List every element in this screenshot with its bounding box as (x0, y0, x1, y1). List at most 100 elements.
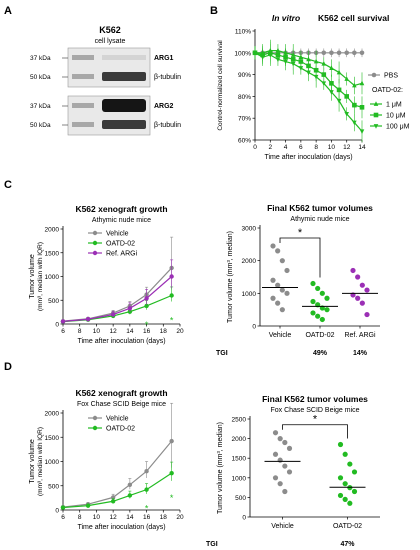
data-point (319, 290, 325, 296)
kda-label-3: 37 kDa (30, 103, 51, 110)
chart-title: Final K562 tumor volumes (262, 394, 368, 404)
data-point (169, 274, 174, 279)
y-axis-label-units: (mm³, median with IQR) (37, 427, 44, 496)
y-tick-label: 1500 (232, 456, 247, 463)
blot-band-tubulin-2-marker (72, 122, 94, 127)
x-tick-label: 14 (126, 514, 134, 521)
x-tick-label: 2 (268, 144, 272, 151)
data-point (350, 267, 356, 274)
data-point (306, 70, 311, 76)
legend-marker (373, 101, 379, 106)
y-tick-label: 0 (242, 515, 246, 522)
y-tick-label: 60% (238, 138, 251, 145)
data-point (60, 319, 66, 324)
legend-label: Ref. ARGi (106, 251, 138, 258)
data-point (336, 98, 342, 104)
blot-band-arg2-lysate (102, 99, 146, 112)
y-tick-label: 1000 (232, 475, 247, 482)
legend-label: 10 μM (386, 113, 406, 120)
survival-chart: In vitro K562 cell survival 60% 70% 80% 90% 10… (217, 13, 410, 161)
x-tick-label: 8 (78, 328, 82, 335)
data-point (283, 59, 288, 65)
x-tick-label: 0 (253, 144, 257, 151)
x-tick-label: OATD-02 (333, 523, 362, 530)
y-tick-label: 1000 (242, 291, 257, 298)
data-point (310, 298, 316, 305)
data-point (351, 469, 358, 475)
data-point (270, 277, 276, 283)
data-point (275, 57, 281, 63)
data-point (144, 303, 149, 309)
data-point (342, 451, 348, 457)
data-point (270, 243, 276, 249)
significance-star: * (170, 493, 174, 503)
y-tick-label: 70% (238, 116, 251, 123)
y-tick-label: 500 (48, 298, 59, 305)
x-tick-label: 14 (358, 144, 366, 151)
data-point (342, 496, 348, 502)
data-point (267, 53, 273, 58)
kda-label-1: 37 kDa (30, 55, 51, 62)
chart-title-rest: K562 cell survival (318, 13, 389, 23)
data-point (337, 441, 344, 448)
data-point (270, 295, 276, 301)
data-point (336, 69, 342, 75)
data-point (321, 50, 327, 56)
data-point (344, 111, 350, 117)
x-tick-label: 8 (78, 514, 82, 521)
data-point (284, 290, 290, 296)
data-point (252, 50, 258, 56)
data-point (60, 505, 66, 510)
data-point (282, 488, 288, 495)
tgi-label: TGI (206, 541, 218, 548)
data-point (272, 430, 279, 436)
data-point (279, 258, 285, 264)
legend-label: OATD-02 (106, 241, 135, 248)
data-point (298, 66, 304, 71)
data-point (260, 55, 265, 60)
data-point (85, 503, 91, 508)
data-point (127, 493, 133, 498)
data-point (319, 316, 325, 323)
x-axis-label: Time after inoculation (days) (77, 338, 165, 345)
data-point (284, 267, 290, 274)
y-tick-label: 90% (238, 72, 251, 79)
series-line-1 (62, 294, 172, 323)
x-tick-label: 20 (176, 328, 184, 335)
protein-label-1: ARG1 (154, 55, 174, 62)
legend-label: 1 μM (386, 102, 402, 109)
data-point (352, 102, 357, 108)
kda-label-4: 50 kDa (30, 122, 51, 129)
y-axis-label: Tumor volume (29, 439, 36, 484)
data-point (344, 50, 350, 56)
legend-marker (92, 230, 98, 236)
data-point (169, 438, 174, 444)
data-point (352, 50, 357, 56)
data-point (279, 307, 285, 313)
data-point (279, 287, 285, 293)
x-tick-label: 4 (284, 144, 288, 151)
y-tick-label: 500 (48, 483, 59, 490)
chart-title: K562 xenograft growth (75, 204, 167, 214)
x-tick-label: 12 (343, 144, 351, 151)
data-point (347, 500, 353, 506)
y-tick-label: 2000 (232, 436, 247, 443)
data-point (310, 310, 316, 316)
data-point (277, 481, 283, 487)
xenograft-growth-chart-nude: K562 xenograft growth Athymic nude mice 0 5… (29, 204, 184, 345)
y-tick-label: 3000 (242, 226, 257, 233)
x-tick-label: 16 (143, 514, 151, 521)
protein-label-2: β-tubulin (154, 74, 181, 81)
y-tick-label: 1000 (45, 274, 60, 281)
data-point (110, 312, 116, 317)
x-tick-label: 8 (314, 144, 318, 151)
x-tick-label: 12 (110, 328, 118, 335)
data-point (342, 481, 348, 487)
legend-marker (373, 124, 379, 129)
data-point (329, 65, 334, 70)
protein-label-3: ARG2 (154, 103, 174, 110)
y-tick-label: 2000 (45, 411, 60, 418)
x-tick-label: 20 (176, 514, 184, 521)
data-point (359, 282, 365, 288)
blot-band-tubulin-1-lysate (102, 72, 146, 81)
